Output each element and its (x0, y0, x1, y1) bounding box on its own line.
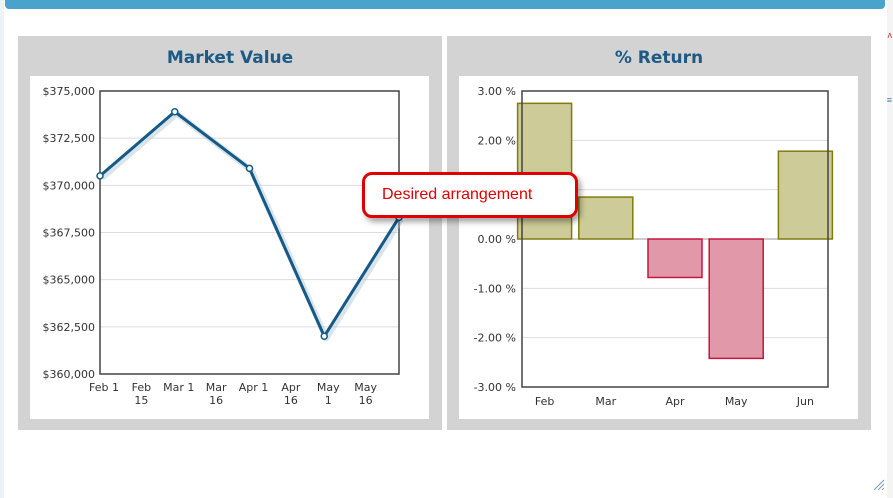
ret-y-tick-label: -1.00 % (474, 282, 516, 295)
window-left-edge (0, 0, 4, 498)
mv-x-tick-label: 16 (284, 394, 298, 407)
ret-bar (578, 196, 634, 240)
mv-x-tick-label: Apr (281, 381, 301, 394)
mv-y-tick-label: $370,000 (43, 179, 96, 192)
window-right-edge: ʌ ≡ (887, 0, 893, 498)
ret-x-tick-label: Mar (595, 395, 616, 408)
mv-x-tick-label: Mar 1 (163, 381, 194, 394)
ret-y-tick-label: -2.00 % (474, 332, 516, 345)
mv-x-tick-label: May (317, 381, 340, 394)
mv-series-line (99, 110, 401, 338)
mv-x-tick-label: 15 (134, 394, 148, 407)
ret-y-tick-label: 0.00 % (478, 233, 516, 246)
mv-y-tick-label: $367,500 (43, 227, 96, 240)
ret-bar (647, 238, 703, 279)
ret-plot-border (521, 90, 829, 388)
ret-bar (777, 150, 834, 240)
callout-annotation: Desired arrangement (362, 172, 578, 218)
resize-grip-icon[interactable] (872, 478, 884, 490)
mv-data-point (320, 332, 328, 341)
mv-x-tick-label: Feb (132, 381, 151, 394)
mv-y-tick-label: $375,000 (43, 85, 96, 98)
ret-x-tick-label: Apr (665, 395, 685, 408)
ret-x-tick-label: Jun (796, 395, 814, 408)
dialog-title-bar[interactable] (5, 0, 885, 9)
callout-text: Desired arrangement (382, 186, 533, 203)
mv-x-tick-label: Feb 1 (89, 381, 119, 394)
return-title: % Return (614, 48, 704, 68)
return-chart: 3.00 %2.00 %1.00 %0.00 %-1.00 %-2.00 %-3… (474, 85, 834, 408)
mv-plot-border (99, 90, 400, 375)
mv-x-tick-label: 1 (325, 394, 332, 407)
ret-y-tick-label: 3.00 % (478, 85, 516, 98)
ret-y-tick-label: -3.00 % (474, 381, 516, 394)
mv-x-tick-label: 16 (359, 394, 373, 407)
mv-y-tick-label: $360,000 (43, 368, 96, 381)
edge-glyph-bottom: ≡ (886, 95, 892, 105)
mv-y-tick-label: $372,500 (43, 132, 96, 145)
market-value-plot-background (30, 76, 429, 419)
market-value-title: Market Value (166, 48, 294, 68)
ret-x-tick-label: Feb (535, 395, 554, 408)
mv-series-shadow (100, 110, 404, 342)
mv-y-tick-label: $362,500 (43, 321, 96, 334)
mv-data-point (171, 108, 179, 116)
market-value-chart: $375,000 $372,500 $370,000 $367,500 $365,000… (43, 85, 404, 407)
mv-x-tick-label: Apr 1 (239, 381, 269, 394)
ret-y-tick-label: 2.00 % (478, 134, 516, 147)
mv-x-tick-label: Mar (206, 381, 227, 394)
mv-y-tick-label: $365,000 (43, 274, 96, 287)
ret-bar (708, 238, 764, 360)
mv-data-point (96, 172, 104, 180)
edge-glyph-top: ʌ (887, 30, 893, 40)
ret-x-tick-label: May (725, 395, 748, 408)
mv-data-point (245, 164, 254, 173)
mv-x-tick-label: 16 (209, 394, 223, 407)
mv-x-tick-label: May (354, 381, 377, 394)
